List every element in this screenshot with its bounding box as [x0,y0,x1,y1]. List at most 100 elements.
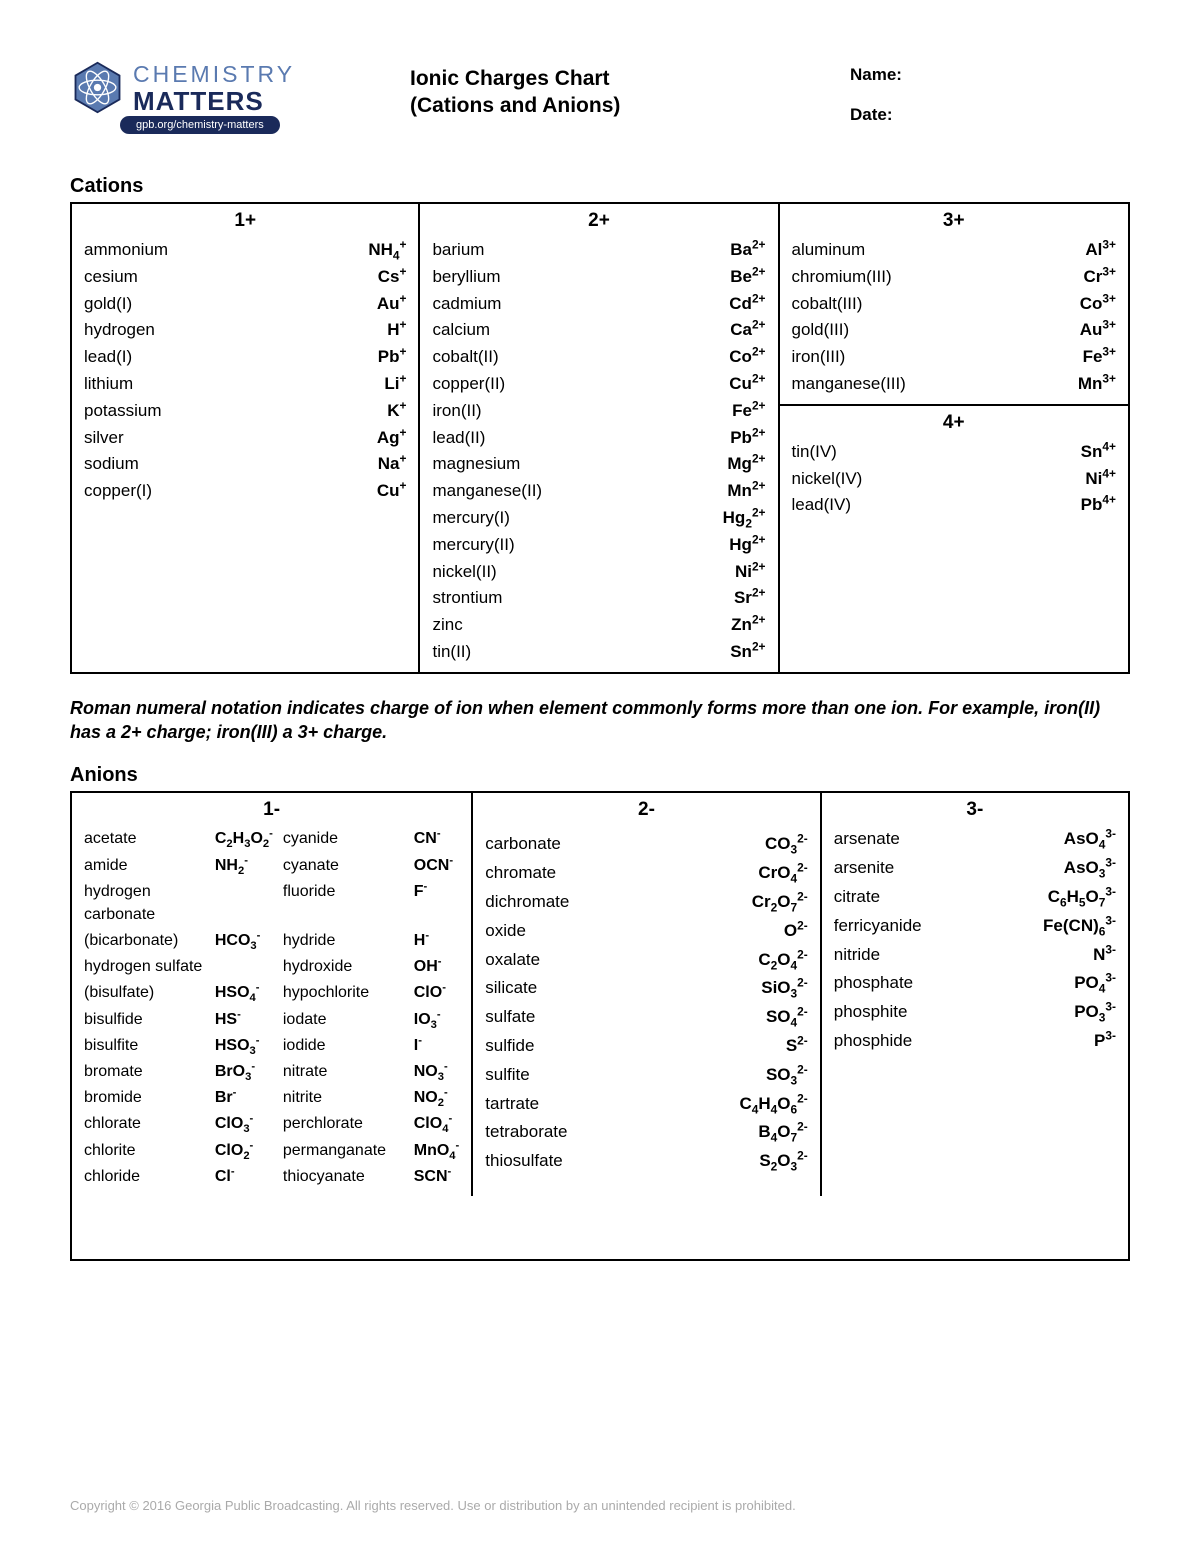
ion-row: cobalt(II)Co2+ [432,345,765,369]
ion-formula: Sn2+ [730,640,765,664]
ion-name: hydride [283,929,404,952]
ion-formula: SO42- [766,1005,808,1029]
ion-name: ammonium [84,238,368,262]
ion-name: nitride [834,943,880,967]
ion-formula: Au3+ [1080,318,1116,342]
ion-row: gold(I)Au+ [84,292,406,316]
ion-formula: F- [414,880,460,926]
ion-name: oxalate [485,948,540,972]
ion-row: magnesiumMg2+ [432,452,765,476]
ion-name: perchlorate [283,1112,404,1135]
ion-name: cyanide [283,827,404,850]
cations-2plus-list: bariumBa2+berylliumBe2+cadmiumCd2+calciu… [432,238,765,664]
hexagon-icon [70,60,125,115]
ion-name: thiosulfate [485,1149,563,1173]
ion-name: sulfite [485,1063,529,1087]
ion-row: lead(IV)Pb4+ [792,493,1116,517]
ion-name: lithium [84,372,384,396]
ion-formula: C2O42- [758,948,807,972]
ion-name: hydrogen [84,318,387,342]
ion-formula: SiO32- [761,976,808,1000]
ion-name: amide [84,854,205,877]
ion-name: lead(I) [84,345,378,369]
cations-2plus-cell: 2+ bariumBa2+berylliumBe2+cadmiumCd2+cal… [420,204,779,672]
ion-formula: OH- [414,955,460,978]
ion-name: iodate [283,1008,404,1031]
ion-row: silverAg+ [84,426,406,450]
logo-area: CHEMISTRY MATTERS gpb.org/chemistry-matt… [70,60,370,134]
ion-formula: Li+ [384,372,406,396]
ion-name: tin(II) [432,640,730,664]
ion-name: bromide [84,1086,205,1109]
ion-name: iodide [283,1034,404,1057]
title-line-1: Ionic Charges Chart [410,65,850,92]
ion-formula: HCO3- [215,929,273,952]
ion-name: mercury(II) [432,533,729,557]
ion-formula: S2- [786,1034,808,1058]
ion-name: manganese(III) [792,372,1078,396]
ion-formula: H- [414,929,460,952]
ion-row: phosphatePO43- [834,971,1116,995]
ion-formula: Cu+ [377,479,407,503]
ion-name: potassium [84,399,387,423]
ion-name: chlorate [84,1112,205,1135]
ion-row: chromateCrO42- [485,861,807,885]
ion-row: sodiumNa+ [84,452,406,476]
ion-row: sulfiteSO32- [485,1063,807,1087]
ion-name: zinc [432,613,731,637]
ion-name: gold(III) [792,318,1080,342]
ion-name: acetate [84,827,205,850]
footer-copyright: Copyright © 2016 Georgia Public Broadcas… [70,1490,1130,1513]
ion-formula: Ag+ [377,426,407,450]
anions-3minus-list: arsenateAsO43-arseniteAsO33-citrateC6H5O… [834,827,1116,1052]
ion-formula: P3- [1094,1029,1116,1053]
ion-name: lead(IV) [792,493,1081,517]
ion-row: potassiumK+ [84,399,406,423]
ion-row: berylliumBe2+ [432,265,765,289]
ion-name: nickel(IV) [792,467,1086,491]
roman-numeral-note: Roman numeral notation indicates charge … [70,696,1130,745]
col-head-2plus: 2+ [432,210,765,232]
ion-formula: ClO3- [215,1112,273,1135]
ion-row: tin(IV)Sn4+ [792,440,1116,464]
ion-formula: Br- [215,1086,273,1109]
ion-row: arseniteAsO33- [834,856,1116,880]
ion-name: sodium [84,452,378,476]
ion-row: sulfide S2- [485,1034,807,1058]
anions-title: Anions [70,764,1130,787]
date-label: Date: [850,105,1130,125]
anions-2minus-list: carbonateCO32-chromateCrO42-dichromateCr… [485,827,807,1173]
ion-formula [215,955,273,978]
ion-formula: Cr2O72- [752,890,808,914]
title-area: Ionic Charges Chart (Cations and Anions) [370,60,850,120]
ion-formula: Ni2+ [735,560,766,584]
ion-name: tartrate [485,1092,539,1116]
ion-formula: NO2- [414,1086,460,1109]
ion-formula: C6H5O73- [1048,885,1116,909]
anions-2minus-cell: 2- carbonateCO32-chromateCrO42-dichromat… [473,793,821,1196]
ion-row: cobalt(III)Co3+ [792,292,1116,316]
ion-formula: Cl- [215,1165,273,1188]
cations-1plus-list: ammoniumNH4+cesiumCs+gold(I)Au+hydrogenH… [84,238,406,503]
cations-1plus-cell: 1+ ammoniumNH4+cesiumCs+gold(I)Au+hydrog… [72,204,420,672]
ion-row: carbonateCO32- [485,832,807,856]
ion-name: (bisulfate) [84,981,205,1004]
ion-formula: SCN- [414,1165,460,1188]
ion-row: ferricyanideFe(CN)63- [834,914,1116,938]
ion-name: sulfide [485,1034,534,1058]
ion-formula: PO33- [1074,1000,1116,1024]
ion-name: nitrate [283,1060,404,1083]
cations-3plus-list: aluminumAl3+chromium(III)Cr3+cobalt(III)… [792,238,1116,396]
ion-name: silicate [485,976,537,1000]
ion-row: oxideO2- [485,919,807,943]
ion-formula: OCN- [414,854,460,877]
ion-name: hydroxide [283,955,404,978]
ion-row: phosphitePO33- [834,1000,1116,1024]
ion-name: fluoride [283,880,404,926]
col-head-4plus: 4+ [792,412,1116,434]
ion-formula: MnO4- [414,1139,460,1162]
ion-formula: AsO33- [1064,856,1116,880]
ion-name: nitrite [283,1086,404,1109]
ion-formula: Ca2+ [730,318,765,342]
logo-text-top: CHEMISTRY [133,61,295,88]
